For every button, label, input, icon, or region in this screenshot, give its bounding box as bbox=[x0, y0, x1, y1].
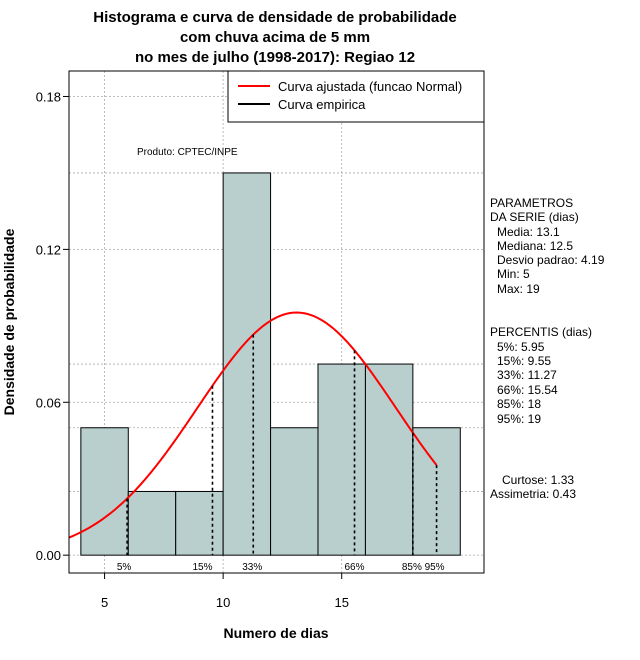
y-tick-label: 0.18 bbox=[36, 89, 61, 104]
chart-title-line-1: Histograma e curva de densidade de proba… bbox=[93, 9, 456, 26]
percentiles-panel: PERCENTIS (dias) 5%: 5.95 15%: 9.55 33%:… bbox=[490, 325, 592, 426]
x-tick-label: 15 bbox=[334, 595, 348, 610]
percentile-label: 66% bbox=[345, 562, 365, 573]
histogram-bars bbox=[80, 172, 461, 556]
legend: Curva ajustada (funcao Normal) Curva emp… bbox=[227, 70, 485, 123]
percentile-15: 15%: 9.55 bbox=[497, 354, 551, 368]
parameter-min: Min: 5 bbox=[497, 267, 530, 281]
percentile-85: 85%: 18 bbox=[497, 397, 541, 411]
parameter-median: Mediana: 12.5 bbox=[497, 239, 573, 253]
legend-label-fitted: Curva ajustada (funcao Normal) bbox=[278, 79, 462, 94]
y-tick-label: 0.00 bbox=[36, 548, 61, 563]
chart-title-line-2: com chuva acima de 5 mm bbox=[180, 29, 370, 46]
percentile-label: 85% bbox=[402, 562, 422, 573]
parameters-heading-2: DA SERIE (dias) bbox=[490, 210, 579, 224]
parameter-max: Max: 19 bbox=[497, 282, 540, 296]
parameter-mean: Media: 13.1 bbox=[497, 225, 560, 239]
x-axis-title: Numero de dias bbox=[223, 625, 328, 641]
series-parameters-panel: PARAMETROS DA SERIE (dias) Media: 13.1 M… bbox=[490, 196, 605, 296]
x-tick-label: 10 bbox=[216, 595, 230, 610]
percentiles-heading: PERCENTIS (dias) bbox=[490, 325, 592, 339]
percentile-label: 5% bbox=[117, 562, 132, 573]
y-axis-title: Densidade de probabilidade bbox=[1, 228, 17, 415]
histogram-bar bbox=[364, 363, 414, 556]
product-annotation: Produto: CPTEC/INPE bbox=[137, 147, 238, 158]
percentile-66: 66%: 15.54 bbox=[497, 383, 558, 397]
percentile-lines: 5% 15% 33% 66% 85% 95% bbox=[117, 334, 445, 573]
parameters-heading-1: PARAMETROS bbox=[490, 196, 573, 210]
axes: 5 10 15 0.00 0.06 0.12 0.18 bbox=[36, 89, 349, 610]
histogram-bar bbox=[317, 363, 366, 556]
percentile-5: 5%: 5.95 bbox=[497, 340, 545, 354]
histogram-bar bbox=[127, 490, 177, 556]
parameter-std-dev: Desvio padrao: 4.19 bbox=[497, 253, 605, 267]
chart-title-line-3: no mes de julho (1998-2017): Regiao 12 bbox=[135, 49, 415, 66]
x-tick-label: 5 bbox=[101, 595, 108, 610]
histogram-bar bbox=[222, 172, 272, 556]
legend-box bbox=[227, 70, 485, 123]
histogram-bar bbox=[175, 490, 224, 556]
percentile-33: 33%: 11.27 bbox=[497, 368, 557, 382]
legend-label-empirical: Curva empirica bbox=[278, 97, 366, 112]
percentile-95: 95%: 19 bbox=[497, 412, 541, 426]
histogram-bar bbox=[270, 427, 319, 556]
y-tick-label: 0.12 bbox=[36, 242, 61, 257]
percentile-label: 33% bbox=[242, 562, 262, 573]
kurtosis-value: Curtose: 1.33 bbox=[502, 473, 574, 487]
histogram-bar bbox=[80, 427, 129, 556]
y-tick-label: 0.06 bbox=[36, 395, 61, 410]
skewness-value: Assimetria: 0.43 bbox=[490, 487, 576, 501]
percentile-label: 95% bbox=[425, 562, 445, 573]
percentile-label: 15% bbox=[192, 562, 212, 573]
